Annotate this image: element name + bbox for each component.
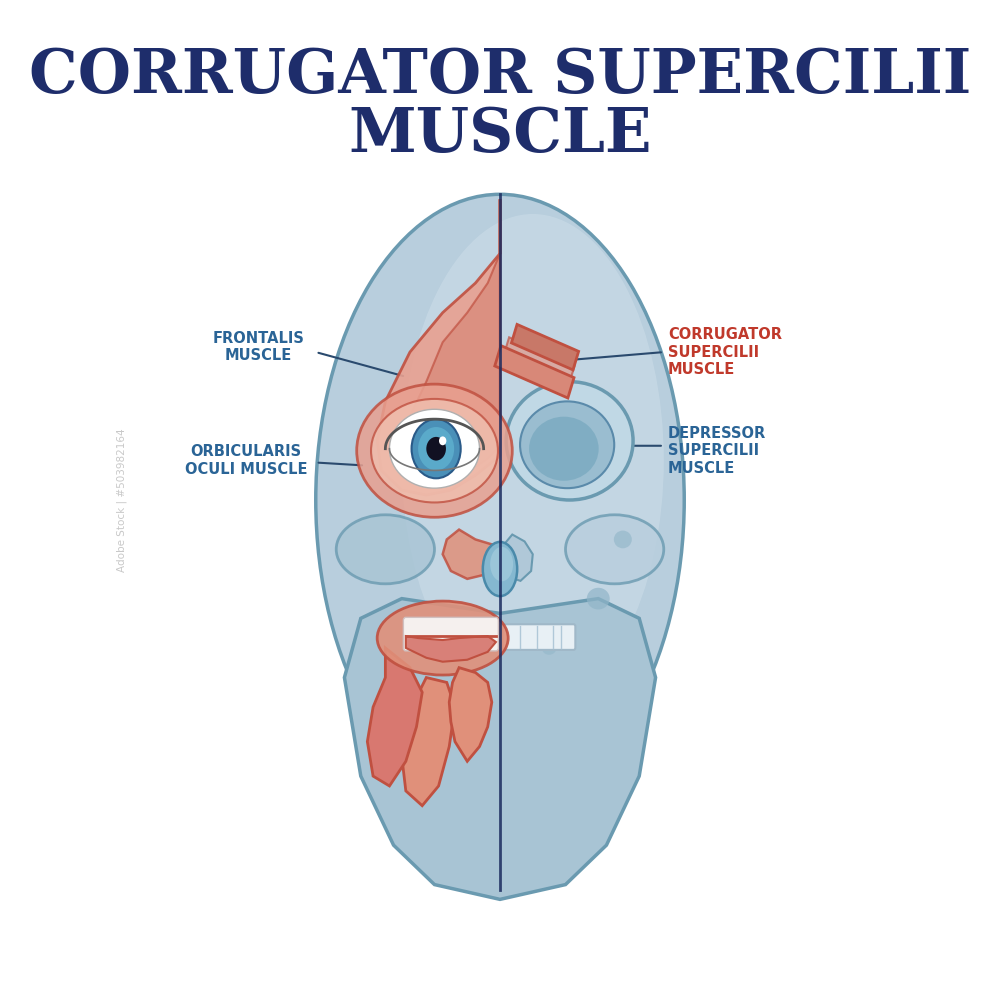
Polygon shape: [502, 535, 533, 581]
Ellipse shape: [542, 641, 557, 655]
Text: CORRUGATOR SUPERCILII: CORRUGATOR SUPERCILII: [29, 46, 971, 106]
Ellipse shape: [402, 214, 664, 707]
Ellipse shape: [357, 384, 512, 517]
Ellipse shape: [377, 601, 508, 675]
Text: ORBICULARIS
OCULI MUSCLE: ORBICULARIS OCULI MUSCLE: [185, 444, 307, 477]
Polygon shape: [511, 324, 579, 370]
Text: Adobe Stock | #503982164: Adobe Stock | #503982164: [116, 428, 127, 572]
Polygon shape: [344, 599, 656, 899]
FancyBboxPatch shape: [502, 624, 575, 650]
Polygon shape: [504, 337, 575, 383]
Ellipse shape: [316, 194, 684, 806]
Polygon shape: [443, 530, 500, 579]
Text: FRONTALIS
MUSCLE: FRONTALIS MUSCLE: [212, 331, 304, 363]
Polygon shape: [402, 253, 500, 482]
FancyBboxPatch shape: [403, 617, 498, 651]
Ellipse shape: [566, 515, 664, 584]
Ellipse shape: [490, 547, 513, 581]
Ellipse shape: [587, 588, 610, 609]
Polygon shape: [377, 199, 500, 495]
Circle shape: [412, 419, 461, 478]
Text: DEPRESSOR
SUPERCILII
MUSCLE: DEPRESSOR SUPERCILII MUSCLE: [668, 426, 766, 476]
Circle shape: [426, 437, 446, 461]
Ellipse shape: [336, 515, 434, 584]
Polygon shape: [406, 636, 496, 662]
Ellipse shape: [520, 401, 614, 488]
Polygon shape: [402, 678, 455, 806]
Polygon shape: [495, 346, 574, 398]
Circle shape: [418, 427, 454, 470]
Polygon shape: [367, 648, 422, 786]
Ellipse shape: [483, 542, 517, 596]
Polygon shape: [449, 668, 492, 761]
Text: MUSCLE: MUSCLE: [348, 105, 652, 165]
Ellipse shape: [529, 417, 599, 481]
Circle shape: [439, 436, 446, 445]
Ellipse shape: [614, 531, 632, 548]
Ellipse shape: [506, 382, 633, 500]
Ellipse shape: [389, 409, 480, 488]
Ellipse shape: [371, 399, 498, 502]
Text: CORRUGATOR
SUPERCILII
MUSCLE: CORRUGATOR SUPERCILII MUSCLE: [668, 327, 782, 377]
